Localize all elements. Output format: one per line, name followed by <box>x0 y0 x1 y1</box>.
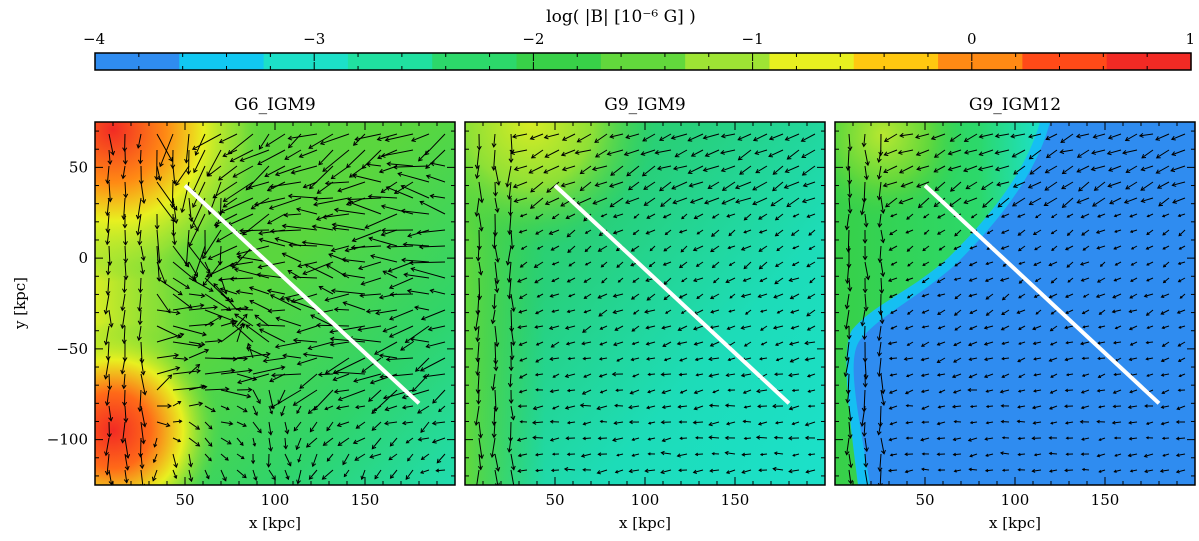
colorbar-segment <box>1022 53 1107 70</box>
x-tick-label: 100 <box>1001 491 1030 509</box>
colorbar-segment <box>95 53 180 70</box>
field-vector <box>335 309 349 310</box>
y-tick-label: 50 <box>69 158 88 176</box>
x-axis-label: x [kpc] <box>249 514 301 532</box>
colorbar-segment <box>601 53 686 70</box>
field-vector <box>494 230 495 248</box>
y-tick-label: −50 <box>56 340 88 358</box>
x-tick-label: 50 <box>175 491 194 509</box>
field-vector <box>125 230 126 245</box>
colorbar-tick-label: −4 <box>83 30 105 48</box>
x-tick-label: 150 <box>721 491 750 509</box>
x-tick-label: 100 <box>261 491 290 509</box>
field-vector <box>124 390 125 405</box>
x-tick-label: 50 <box>915 491 934 509</box>
colorbar-segment <box>517 53 602 70</box>
panel-g6-igm9: G6_IGM9 <box>95 95 455 488</box>
field-vector <box>510 198 511 215</box>
colorbar-tick-label: −1 <box>742 30 764 48</box>
field-vector <box>140 150 141 163</box>
x-axis-label: x [kpc] <box>989 514 1041 532</box>
colorbar-segment <box>854 53 939 70</box>
x-axis-label: x [kpc] <box>619 514 671 532</box>
field-vector <box>221 358 247 359</box>
x-tick-label: 100 <box>631 491 660 509</box>
panel-title: G9_IGM12 <box>969 95 1061 115</box>
colorbar-segment <box>769 53 854 70</box>
panel-g9-igm9: G9_IGM9 <box>465 95 825 491</box>
field-vector <box>172 182 173 207</box>
colorbar-segment <box>348 53 433 70</box>
field-vector <box>124 278 125 292</box>
colorbar-tick-label: −2 <box>522 30 544 48</box>
field-vector <box>237 309 253 310</box>
colorbar-segment <box>938 53 1023 70</box>
colorbar <box>95 53 1192 70</box>
field-vector <box>495 182 496 196</box>
field-map-hotspot <box>465 122 825 485</box>
y-tick-label: −100 <box>47 431 88 449</box>
colorbar-segment <box>685 53 770 70</box>
y-tick-label: 0 <box>78 249 88 267</box>
panel-title: G6_IGM9 <box>234 95 315 115</box>
field-vector-head <box>512 487 516 491</box>
colorbar-segment <box>432 53 517 70</box>
x-tick-label: 150 <box>1091 491 1120 509</box>
field-vector <box>140 278 141 292</box>
colorbar-label: log( |B| [10⁻⁶ G] ) <box>546 7 696 27</box>
panel-g9-igm12: G9_IGM12 <box>835 95 1195 488</box>
colorbar-tick-label: −3 <box>303 30 325 48</box>
colorbar-tick-label: 1 <box>1185 30 1195 48</box>
colorbar-segment <box>1107 53 1192 70</box>
field-vector <box>864 326 865 339</box>
x-tick-label: 150 <box>351 491 380 509</box>
colorbar-tick-label: 0 <box>967 30 977 48</box>
colorbar-tick-labels: −4 −3 −2 −1 0 1 <box>83 30 1195 48</box>
x-tick-label: 50 <box>545 491 564 509</box>
y-axis-label: y [kpc] <box>11 277 29 330</box>
panel-title: G9_IGM9 <box>604 95 685 115</box>
field-vector <box>319 374 333 375</box>
colorbar-segment <box>179 53 264 70</box>
field-map-hotspot <box>95 122 455 485</box>
colorbar-segment <box>264 53 349 70</box>
